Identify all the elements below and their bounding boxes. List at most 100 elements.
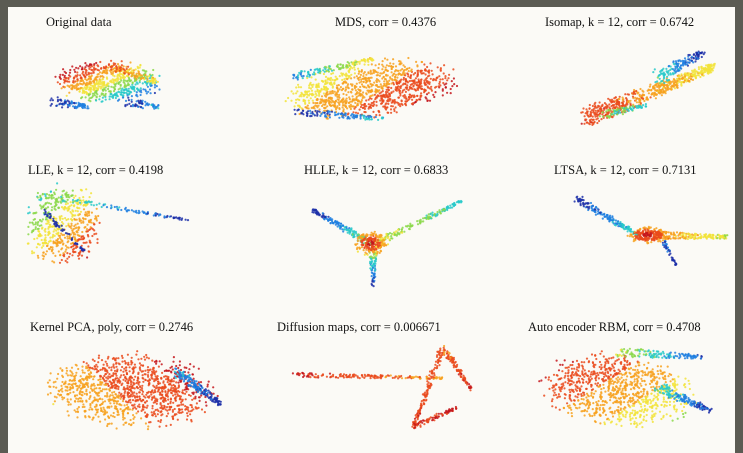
scatter-point — [74, 102, 78, 105]
scatter-point — [613, 97, 616, 100]
scatter-point — [647, 227, 650, 230]
scatter-point — [131, 82, 134, 85]
scatter-point — [60, 232, 63, 235]
scatter-point — [104, 98, 107, 101]
scatter-point — [375, 100, 378, 103]
scatter-point — [635, 101, 638, 104]
scatter-point — [70, 242, 73, 245]
scatter-point — [362, 75, 365, 78]
scatter-point — [370, 118, 373, 121]
scatter-point — [589, 201, 593, 205]
scatter-point — [416, 75, 419, 78]
scatter-point — [654, 233, 657, 236]
scatter-point — [423, 79, 426, 82]
scatter-point — [346, 229, 349, 232]
scatter-point — [697, 55, 700, 58]
panel-isomap: Isomap, k = 12, corr = 0.6742 — [498, 7, 733, 147]
scatter-point — [385, 68, 388, 71]
scatter-point — [67, 218, 70, 221]
scatter-point — [629, 103, 632, 107]
scatter-point — [342, 92, 345, 96]
scatter-point — [394, 106, 397, 109]
scatter-point — [119, 93, 122, 96]
scatter-point — [691, 233, 694, 236]
scatter-point — [68, 80, 71, 83]
panel-title: Original data — [46, 15, 112, 29]
scatter-point — [88, 239, 91, 242]
scatter-point — [56, 100, 60, 103]
scatter-point — [341, 228, 344, 231]
scatter-point — [136, 65, 139, 68]
scatter-point — [367, 91, 370, 94]
scatter-point — [365, 99, 368, 102]
scatter-point — [378, 80, 381, 83]
scatter-point — [401, 91, 404, 94]
scatter-point — [89, 77, 92, 80]
scatter-point — [585, 108, 588, 111]
scatter-point — [49, 202, 53, 205]
scatter-point — [624, 93, 627, 96]
scatter-point — [68, 91, 71, 94]
scatter-point — [388, 79, 391, 82]
scatter-point — [362, 243, 365, 246]
scatter-point — [114, 83, 117, 86]
scatter-point — [297, 108, 300, 111]
scatter-point — [143, 77, 146, 80]
scatter-point — [634, 99, 637, 102]
scatter-point — [632, 91, 636, 94]
scatter-point — [638, 106, 641, 109]
scatter-point — [71, 248, 75, 251]
scatter-point — [680, 73, 683, 76]
scatter-point — [353, 107, 356, 110]
scatter-point — [303, 70, 306, 73]
scatter-point — [93, 78, 96, 81]
scatter-point — [338, 75, 341, 78]
scatter-point — [60, 99, 63, 102]
scatter-point — [83, 201, 87, 204]
scatter-point — [402, 72, 405, 75]
scatter-point — [333, 101, 336, 104]
scatter-point — [31, 250, 34, 253]
scatter-point — [321, 111, 324, 114]
scatter-point — [45, 213, 49, 216]
scatter-point — [80, 254, 84, 257]
scatter-point — [662, 83, 665, 86]
scatter-point — [573, 200, 576, 203]
scatter-point — [708, 233, 711, 236]
scatter-point — [377, 95, 380, 98]
scatter-point — [295, 76, 298, 79]
scatter-point — [38, 218, 42, 222]
scatter-point — [372, 100, 376, 103]
scatter-point — [307, 110, 310, 113]
scatter-point — [36, 191, 39, 195]
scatter-point — [98, 71, 102, 74]
scatter-point — [329, 98, 332, 101]
scatter-point — [333, 79, 336, 82]
scatter-point — [60, 224, 63, 227]
scatter-point — [676, 79, 679, 83]
scatter-point — [62, 252, 65, 255]
scatter-point — [711, 67, 714, 70]
scatter-point — [284, 100, 287, 103]
scatter-point — [327, 215, 330, 218]
scatter-point — [589, 120, 592, 123]
scatter-point — [648, 85, 651, 88]
scatter-point — [368, 79, 371, 82]
scatter-point — [351, 67, 354, 70]
scatter-point — [325, 86, 328, 89]
scatter-point — [127, 99, 130, 102]
scatter-point — [358, 62, 361, 65]
scatter-point — [98, 95, 101, 98]
scatter-point — [449, 92, 452, 95]
scatter-point — [693, 73, 696, 76]
scatter-point — [115, 94, 118, 97]
scatter-point — [81, 230, 84, 234]
scatter-point — [52, 240, 55, 243]
scatter-point — [425, 79, 428, 82]
scatter-point — [664, 73, 667, 76]
scatter-point — [692, 61, 695, 64]
scatter-point — [64, 203, 67, 206]
scatter-point — [632, 107, 635, 110]
scatter-point — [324, 75, 328, 78]
scatter-point — [653, 94, 656, 97]
